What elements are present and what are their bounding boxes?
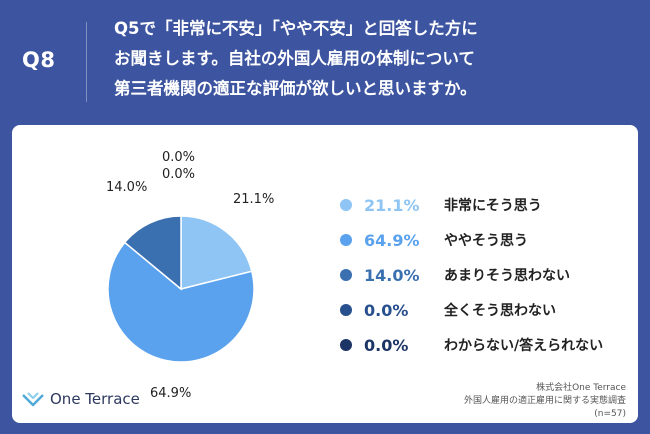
logo-text: One Terrace	[50, 390, 140, 408]
source-survey: 外国人雇用の適正雇用に関する実態調査	[463, 396, 626, 406]
logo-mark-icon	[22, 392, 44, 407]
legend-item-yaya: 64.9% ややそう思う	[340, 227, 640, 253]
pie-label-amari: 14.0%	[106, 180, 148, 195]
company-logo: One Terrace	[22, 390, 140, 408]
source-company: 株式会社One Terrace	[536, 383, 626, 393]
pie-slice-1	[180, 215, 253, 290]
pie-label-yaya: 64.9%	[150, 386, 192, 401]
legend-swatch	[340, 199, 352, 211]
legend-value: 21.1%	[364, 195, 420, 215]
question-number: Q8	[22, 48, 56, 72]
legend-value: 14.0%	[364, 265, 420, 285]
pie-label-zenku: 0.0%	[162, 150, 196, 165]
legend-label: ややそう思う	[444, 233, 528, 249]
header-divider	[86, 22, 87, 102]
legend-item-zenku: 0.0% 全くそう思わない	[340, 297, 640, 323]
legend-label: 全くそう思わない	[444, 303, 556, 319]
question-text: Q5で「非常に不安」「やや不安」と回答した方に お聞きします。自社の外国人雇用の…	[114, 14, 634, 104]
legend-label: わからない/答えられない	[444, 338, 604, 354]
question-line-2: お聞きします。自社の外国人雇用の体制について	[114, 49, 475, 68]
question-line-3: 第三者機関の適正な評価が欲しいと思いますか。	[114, 79, 477, 98]
legend-value: 0.0%	[364, 300, 409, 320]
legend-label: あまりそう思わない	[444, 268, 570, 284]
pie-label-wakaranai: 0.0%	[162, 167, 196, 182]
legend-swatch	[340, 339, 352, 351]
legend-swatch	[340, 269, 352, 281]
question-header: Q8 Q5で「非常に不安」「やや不安」と回答した方に お聞きします。自社の外国人…	[0, 0, 650, 122]
pie-slice-3	[123, 215, 182, 291]
source-note: 株式会社One Terrace 外国人雇用の適正雇用に関する実態調査 (n=57…	[464, 382, 626, 421]
legend-swatch	[340, 234, 352, 246]
legend-value: 64.9%	[364, 230, 420, 250]
question-line-1: Q5で「非常に不安」「やや不安」と回答した方に	[114, 19, 478, 38]
pie-label-hijou: 21.1%	[233, 192, 275, 207]
legend-label: 非常にそう思う	[444, 198, 542, 214]
legend-item-wakaranai: 0.0% わからない/答えられない	[340, 332, 640, 358]
legend-item-hijou: 21.1% 非常にそう思う	[340, 192, 640, 218]
legend-item-amari: 14.0% あまりそう思わない	[340, 262, 640, 288]
pie-slice-2	[107, 241, 255, 363]
legend-swatch	[340, 304, 352, 316]
legend-value: 0.0%	[364, 335, 409, 355]
source-sample-size: (n=57)	[594, 409, 626, 419]
